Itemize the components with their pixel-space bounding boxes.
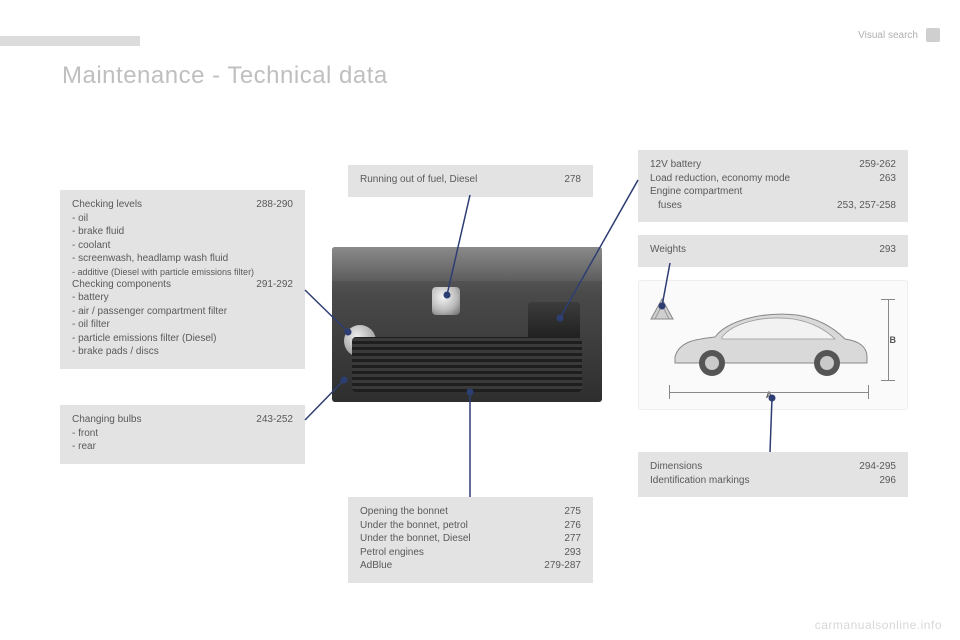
row-pages: 263 — [879, 172, 896, 186]
checking-components-label: Checking components — [72, 278, 171, 292]
row-label: Petrol engines — [360, 546, 424, 560]
fuel-pages: 278 — [564, 173, 581, 187]
list-item: rear — [72, 440, 293, 454]
page-title: Maintenance - Technical data — [62, 62, 388, 90]
list-item: screenwash, headlamp wash fluid — [72, 252, 293, 266]
checking-levels-list: oil brake fluid coolant screenwash, head… — [72, 212, 293, 278]
checking-components-list: battery air / passenger compartment filt… — [72, 291, 293, 359]
header-right: Visual search — [858, 28, 940, 42]
row-pages: 293 — [564, 546, 581, 560]
dimension-a-label: A — [763, 390, 776, 400]
checking-levels-label: Checking levels — [72, 198, 142, 212]
row-pages: 275 — [564, 505, 581, 519]
list-item: particle emissions filter (Diesel) — [72, 332, 293, 346]
list-item: brake pads / discs — [72, 345, 293, 359]
list-item: additive (Diesel with particle emissions… — [72, 266, 293, 278]
section-label: Visual search — [858, 30, 918, 41]
box-battery: 12V battery 259-262 Load reduction, econo… — [638, 150, 908, 222]
list-item: coolant — [72, 239, 293, 253]
checking-levels-pages: 288-290 — [256, 198, 293, 212]
list-item: battery — [72, 291, 293, 305]
row-label: Under the bonnet, petrol — [360, 519, 468, 533]
row-label: AdBlue — [360, 559, 392, 573]
row-label: 12V battery — [650, 158, 701, 172]
fuel-label: Running out of fuel, Diesel — [360, 173, 477, 187]
list-item: front — [72, 427, 293, 441]
list-item: brake fluid — [72, 225, 293, 239]
box-fuel: Running out of fuel, Diesel 278 — [348, 165, 593, 197]
row-pages: 296 — [879, 474, 896, 488]
fuses-sublabel: fuses — [650, 199, 682, 213]
car-dimensions-image: A B — [638, 280, 908, 410]
row-label: Identification markings — [650, 474, 750, 488]
list-item: air / passenger compartment filter — [72, 305, 293, 319]
section-marker-icon — [926, 28, 940, 42]
row-pages: 279-287 — [544, 559, 581, 573]
header-left-band — [0, 36, 140, 46]
row-pages: 277 — [564, 532, 581, 546]
car-silhouette-icon — [667, 301, 872, 381]
weights-label: Weights — [650, 243, 686, 257]
engine-bay-image — [332, 247, 602, 402]
list-item: oil — [72, 212, 293, 226]
wheel-chock-icon — [649, 295, 675, 321]
checking-components-pages: 291-292 — [256, 278, 293, 292]
row-pages: 294-295 — [859, 460, 896, 474]
box-weights: Weights 293 — [638, 235, 908, 267]
fuses-pages: 253, 257-258 — [837, 199, 896, 213]
box-bulbs: Changing bulbs 243-252 front rear — [60, 405, 305, 464]
list-item: oil filter — [72, 318, 293, 332]
row-pages: 276 — [564, 519, 581, 533]
row-label: Opening the bonnet — [360, 505, 448, 519]
box-dimensions: Dimensions 294-295 Identification marking… — [638, 452, 908, 497]
bulbs-list: front rear — [72, 427, 293, 454]
row-label: Under the bonnet, Diesel — [360, 532, 471, 546]
fuses-label: Engine compartment — [650, 185, 896, 199]
watermark: carmanualsonline.info — [815, 618, 942, 632]
box-checking: Checking levels 288-290 oil brake fluid … — [60, 190, 305, 369]
box-bonnet: Opening the bonnet 275 Under the bonnet, … — [348, 497, 593, 583]
bulbs-pages: 243-252 — [256, 413, 293, 427]
weights-pages: 293 — [879, 243, 896, 257]
row-label: Dimensions — [650, 460, 702, 474]
row-pages: 259-262 — [859, 158, 896, 172]
row-label: Load reduction, economy mode — [650, 172, 790, 186]
bulbs-label: Changing bulbs — [72, 413, 142, 427]
dimension-b-label: B — [890, 333, 897, 347]
